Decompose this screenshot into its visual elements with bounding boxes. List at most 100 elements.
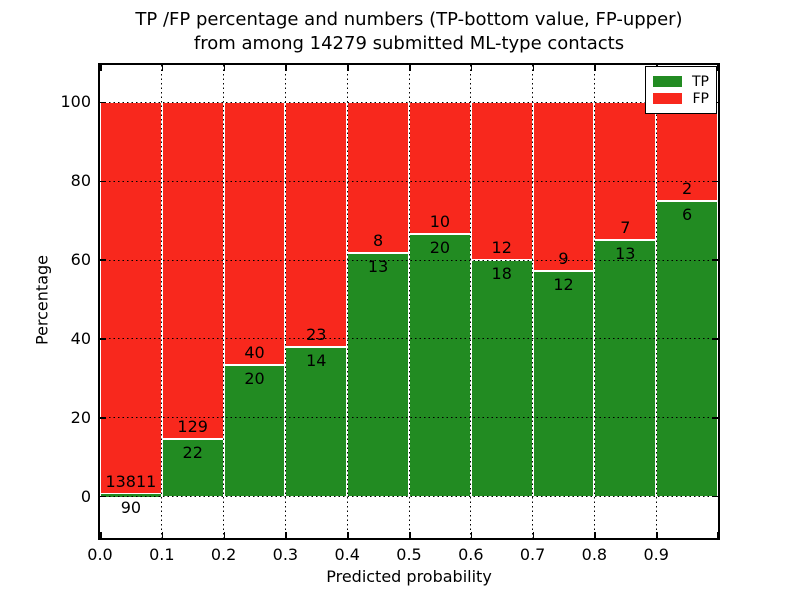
x-tick xyxy=(532,532,535,538)
tp-count-label: 12 xyxy=(553,275,574,295)
legend-item-fp: FP xyxy=(653,90,709,107)
x-gridline xyxy=(284,65,286,538)
y-tick xyxy=(100,417,106,419)
x-tick xyxy=(161,65,164,71)
bar-segment-fp xyxy=(409,102,471,234)
y-tick xyxy=(100,101,106,104)
x-gridline xyxy=(408,65,410,538)
tp-count-label: 13 xyxy=(367,256,389,276)
bar-segment-tp xyxy=(347,252,409,497)
legend-item-tp: TP xyxy=(653,73,709,90)
legend: TP FP xyxy=(645,66,717,114)
grid-layer xyxy=(100,65,718,538)
x-tick-label: 0.7 xyxy=(519,545,546,564)
x-tick-label: 0.9 xyxy=(643,545,669,564)
tp-count-label: 22 xyxy=(182,443,203,463)
x-tick xyxy=(594,532,596,538)
tp-count-label: 90 xyxy=(120,498,142,518)
x-tick xyxy=(716,65,718,71)
plot-area: 13811 90 129 22 40 20 23 14 8 13 10 20 12 18 9 12 7 13 2 6 xyxy=(98,63,720,540)
y-tick xyxy=(712,259,718,261)
y-tick xyxy=(712,338,718,340)
bar-segment-tp xyxy=(532,271,595,497)
tp-count-label: 13 xyxy=(615,244,636,264)
y-tick xyxy=(100,180,106,183)
tp-count-label: 14 xyxy=(306,351,327,371)
x-gridline xyxy=(470,65,472,538)
x-tick xyxy=(409,65,411,71)
x-tick xyxy=(100,532,102,538)
x-tick xyxy=(223,65,226,71)
x-tick xyxy=(285,65,287,71)
x-gridline xyxy=(161,65,163,538)
tp-legend-swatch xyxy=(653,76,682,87)
x-tick-label: 0.0 xyxy=(87,545,113,564)
bar-segment-fp xyxy=(532,102,595,272)
x-tick xyxy=(470,65,473,71)
tp-count-label: 20 xyxy=(244,369,265,389)
fp-count-label: 13811 xyxy=(105,472,157,492)
y-tick xyxy=(100,338,106,340)
chart-title-line2: from among 14279 submitted ML-type conta… xyxy=(193,33,625,54)
x-gridline xyxy=(223,65,225,538)
y-tick xyxy=(100,259,106,261)
bar-segment-fp xyxy=(347,102,409,253)
bar-segment-tp xyxy=(409,233,471,497)
tp-legend-label: TP xyxy=(692,73,709,90)
x-tick xyxy=(347,532,349,538)
bar-labels-layer: 13811 90 129 22 40 20 23 14 8 13 10 20 12 18 9 12 7 13 2 6 xyxy=(100,65,718,538)
y-gridline xyxy=(100,101,718,103)
y-tick-label: 60 xyxy=(70,250,91,270)
y-tick-label: 80 xyxy=(70,171,91,191)
y-tick-label: 100 xyxy=(60,92,91,112)
x-tick xyxy=(100,65,102,71)
y-gridline xyxy=(100,259,718,261)
x-tick-label: 0.6 xyxy=(458,545,484,564)
x-tick-label: 0.4 xyxy=(334,545,360,564)
y-gridline xyxy=(100,180,718,182)
tp-count-label: 6 xyxy=(681,204,693,224)
fp-count-label: 12 xyxy=(491,238,512,258)
bar-segment-fp xyxy=(656,102,718,201)
x-gridline xyxy=(593,65,595,538)
x-tick-label: 0.2 xyxy=(210,545,237,564)
x-axis-label: Predicted probability xyxy=(326,567,492,586)
y-axis-label: Percentage xyxy=(32,254,52,346)
y-tick xyxy=(712,180,718,183)
x-tick xyxy=(594,65,596,71)
fp-count-label: 9 xyxy=(558,249,569,269)
fp-count-label: 129 xyxy=(177,417,208,437)
x-gridline xyxy=(532,65,534,538)
x-tick xyxy=(161,532,164,538)
x-tick-label: 0.8 xyxy=(581,545,608,564)
fp-legend-swatch xyxy=(653,93,682,104)
tp-count-label: 18 xyxy=(491,264,512,284)
x-gridline xyxy=(346,65,348,538)
y-gridline xyxy=(100,496,718,498)
x-tick xyxy=(656,532,658,538)
fp-count-label: 7 xyxy=(620,218,631,238)
y-tick-label: 0 xyxy=(80,486,91,506)
bar-segment-fp xyxy=(161,102,224,440)
x-tick xyxy=(285,532,287,538)
y-gridline xyxy=(100,417,718,419)
x-tick xyxy=(532,65,535,71)
x-tick-label: 0.5 xyxy=(396,545,422,564)
ticks-layer xyxy=(100,65,718,538)
x-tick-label: 0.3 xyxy=(272,545,299,564)
x-tick xyxy=(223,532,226,538)
y-tick xyxy=(712,495,718,498)
chart-title: TP /FP percentage and numbers (TP-bottom… xyxy=(98,8,720,56)
fp-count-label: 40 xyxy=(244,343,265,363)
chart-title-line1: TP /FP percentage and numbers (TP-bottom… xyxy=(135,9,683,30)
y-tick-label: 40 xyxy=(70,328,91,348)
bar-segment-fp xyxy=(100,102,162,495)
y-tick xyxy=(712,417,718,419)
y-tick xyxy=(100,495,106,498)
x-tick-label: 0.1 xyxy=(149,545,175,564)
tp-count-label: 20 xyxy=(429,237,451,257)
x-tick xyxy=(347,65,349,71)
fp-count-label: 2 xyxy=(681,178,693,198)
fp-count-label: 8 xyxy=(372,230,384,250)
